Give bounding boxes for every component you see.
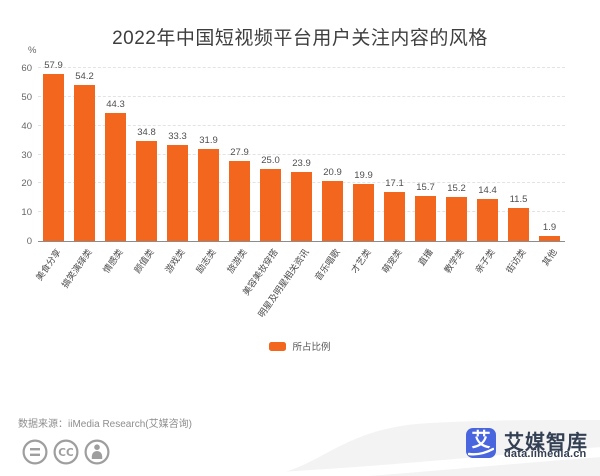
bar xyxy=(508,207,529,241)
bar-slot: 19.9 才艺类 xyxy=(348,69,379,275)
gridline xyxy=(38,153,565,155)
bar-value-label: 15.2 xyxy=(447,183,466,195)
logo-swoosh-icon xyxy=(468,447,494,456)
logo-character: 艾 xyxy=(471,430,491,451)
bar-slot: 31.9 励志类 xyxy=(193,69,224,275)
bar-slot: 14.4 亲子类 xyxy=(472,69,503,275)
gridline xyxy=(38,95,565,97)
y-tick-label: 40 xyxy=(21,120,32,132)
bar xyxy=(539,235,560,241)
y-tick-label: 10 xyxy=(21,207,32,219)
bar-slot: 25.0 美容美妆穿搭 xyxy=(241,69,286,297)
bar-value-label: 20.9 xyxy=(323,166,342,178)
bar-slot: 1.9 其他 xyxy=(534,69,565,268)
license-icons: CC xyxy=(22,438,112,471)
bar-value-label: 44.3 xyxy=(106,99,125,111)
x-axis-category-label: 街访类 xyxy=(504,247,529,276)
bar xyxy=(322,180,343,241)
y-tick-label: 20 xyxy=(21,178,32,190)
x-axis-category-label: 音乐唱歌 xyxy=(313,247,343,283)
brand-logo: 艾 艾媒智库 data.iimedia.cn xyxy=(466,426,596,470)
legend-swatch-icon xyxy=(269,341,287,351)
bar xyxy=(477,199,498,241)
iimedia-logo-icon: 艾 xyxy=(466,428,496,458)
x-axis-category-label: 才艺类 xyxy=(349,247,374,276)
x-axis-category-label: 美食分享 xyxy=(34,247,64,283)
svg-text:CC: CC xyxy=(58,447,74,459)
bar-value-label: 11.5 xyxy=(509,193,528,205)
bar-slot: 57.9 美食分享 xyxy=(34,60,69,282)
data-source-note: 数据来源：iiMedia Research(艾媒咨询) xyxy=(18,419,192,430)
bar-value-label: 33.3 xyxy=(168,131,187,142)
bar-value-label: 34.8 xyxy=(137,126,156,138)
bar-slot: 33.3 游戏类 xyxy=(162,69,193,275)
x-axis-category-label: 直播 xyxy=(416,247,436,268)
bar-slot: 15.7 直播 xyxy=(410,69,441,268)
bar-value-label: 27.9 xyxy=(230,146,249,158)
bar-slot: 27.9 旅游类 xyxy=(224,69,255,275)
bar-slot: 34.8 颜值类 xyxy=(131,69,162,275)
creative-commons-icon: CC xyxy=(53,439,79,465)
equal-sign-icon xyxy=(22,439,48,465)
bar xyxy=(167,145,188,241)
bar xyxy=(229,160,250,241)
plot-area: 0 10 20 30 40 50 60 57.9 美食分享 54.2 搞笑演绎类 44.3 情感类 34… xyxy=(21,60,565,319)
chart-title: 2022年中国短视频平台用户关注内容的风格 xyxy=(112,28,488,49)
gridline xyxy=(38,67,565,68)
y-tick-label: 50 xyxy=(21,91,32,103)
y-tick-label: 0 xyxy=(26,236,32,247)
bar-value-label: 57.9 xyxy=(44,60,63,72)
bar-value-label: 1.9 xyxy=(542,221,557,233)
x-axis-category-label: 颜值类 xyxy=(132,247,157,276)
x-axis-category-label: 教学类 xyxy=(442,247,467,276)
bar-value-label: 31.9 xyxy=(199,135,218,147)
bar xyxy=(415,195,436,241)
gridline xyxy=(38,124,565,126)
legend: 所占比例 xyxy=(0,339,600,353)
bar xyxy=(260,168,281,241)
bar-slot: 44.3 情感类 xyxy=(100,69,131,275)
bar xyxy=(198,149,219,241)
x-axis-category-label: 萌宠类 xyxy=(380,247,405,276)
bar-value-label: 23.9 xyxy=(292,158,311,170)
bar xyxy=(291,172,312,241)
bar-slot: 15.2 教学类 xyxy=(441,69,472,275)
brand-url: data.iimedia.cn xyxy=(504,448,587,460)
bar xyxy=(105,113,126,241)
x-axis-category-label: 其他 xyxy=(540,247,560,268)
legend-label: 所占比例 xyxy=(292,342,331,353)
bar xyxy=(384,191,405,241)
bar-value-label: 14.4 xyxy=(478,185,497,197)
bar-series: 57.9 美食分享 54.2 搞笑演绎类 44.3 情感类 34.8 颜值类 33.3 游戏类 31… xyxy=(34,60,565,319)
x-axis-category-label: 搞笑演绎类 xyxy=(60,247,95,290)
bar-value-label: 15.7 xyxy=(416,181,435,193)
bar xyxy=(43,74,64,241)
bar-slot: 23.9 明星及明星相关资讯 xyxy=(257,69,317,319)
x-axis-category-label: 游戏类 xyxy=(163,247,188,276)
y-tick-label: 30 xyxy=(21,149,32,161)
bar-value-label: 19.9 xyxy=(354,169,373,181)
brand-name: 艾媒智库 xyxy=(504,432,588,454)
bar-value-label: 17.1 xyxy=(385,177,404,189)
bar-slot: 11.5 街访类 xyxy=(503,69,534,275)
bar xyxy=(136,140,157,241)
bar-slot: 17.1 萌宠类 xyxy=(379,69,410,275)
y-tick-label: 60 xyxy=(21,63,32,74)
bar xyxy=(446,197,467,241)
x-axis-category-label: 旅游类 xyxy=(225,247,250,276)
attribution-person-icon xyxy=(84,439,110,465)
bar xyxy=(74,84,95,241)
bar-slot: 54.2 搞笑演绎类 xyxy=(60,69,100,290)
bar-value-label: 54.2 xyxy=(75,70,94,82)
x-axis-category-label: 情感类 xyxy=(101,247,126,276)
bar xyxy=(353,183,374,241)
bar-value-label: 25.0 xyxy=(261,154,280,166)
y-axis-unit-label: % xyxy=(28,45,37,56)
x-axis-category-label: 励志类 xyxy=(194,247,219,276)
bar-slot: 20.9 音乐唱歌 xyxy=(313,69,348,282)
x-axis-category-label: 亲子类 xyxy=(473,247,498,276)
